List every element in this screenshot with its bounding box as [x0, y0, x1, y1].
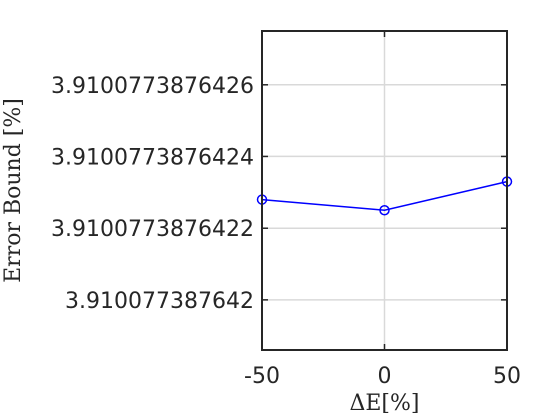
- y-tick-label: 3.9100773876426: [51, 74, 254, 99]
- x-tick-label: -50: [244, 364, 280, 389]
- ticks: [261, 31, 508, 350]
- tick-labels: -50 0 50 3.910077387642 3.9100773876422 3.910…: [51, 74, 521, 389]
- x-axis-label: ΔE[%]: [349, 391, 419, 416]
- x-tick-label: 0: [378, 364, 392, 389]
- series-line: [261, 180, 508, 211]
- y-tick-label: 3.9100773876422: [51, 217, 254, 242]
- y-tick-label: 3.910077387642: [65, 289, 254, 314]
- x-tick-label: 50: [493, 364, 521, 389]
- data-point: [379, 204, 390, 216]
- y-axis-label: Error Bound [%]: [1, 98, 26, 283]
- y-tick-label: 3.9100773876424: [51, 145, 254, 170]
